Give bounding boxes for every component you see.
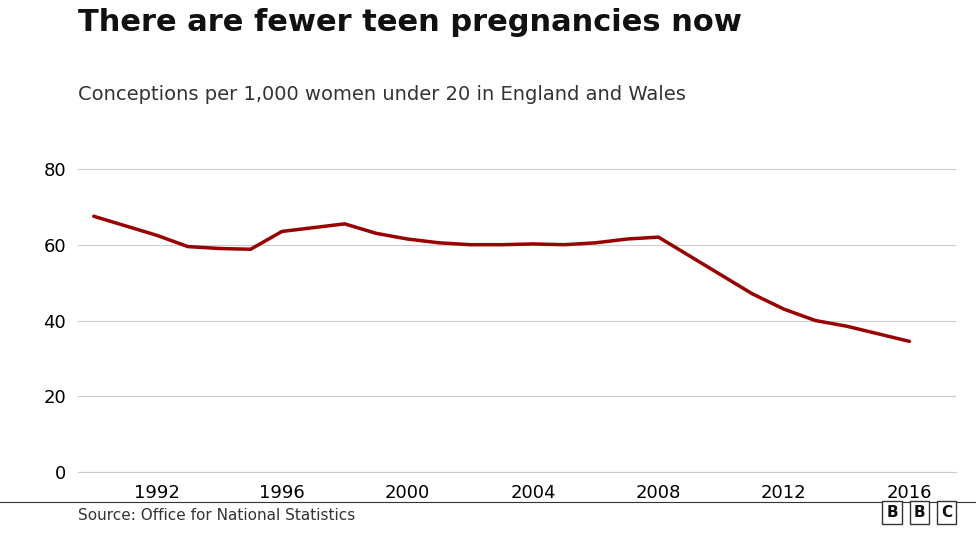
Text: Source: Office for National Statistics: Source: Office for National Statistics xyxy=(78,508,355,523)
Text: B: B xyxy=(914,505,925,520)
Text: Conceptions per 1,000 women under 20 in England and Wales: Conceptions per 1,000 women under 20 in … xyxy=(78,85,686,104)
Text: There are fewer teen pregnancies now: There are fewer teen pregnancies now xyxy=(78,8,742,37)
Text: C: C xyxy=(941,505,953,520)
Text: B: B xyxy=(886,505,898,520)
